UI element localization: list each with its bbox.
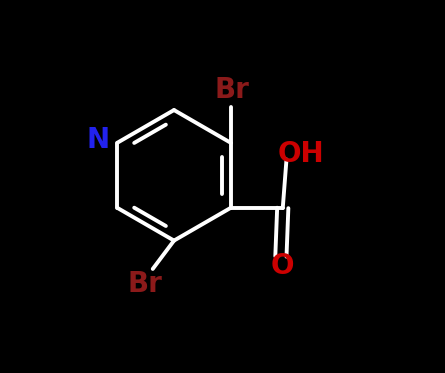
Text: OH: OH [278, 140, 325, 168]
Text: N: N [86, 126, 109, 154]
Text: Br: Br [127, 270, 162, 298]
Text: O: O [271, 252, 295, 280]
Text: Br: Br [215, 76, 250, 104]
